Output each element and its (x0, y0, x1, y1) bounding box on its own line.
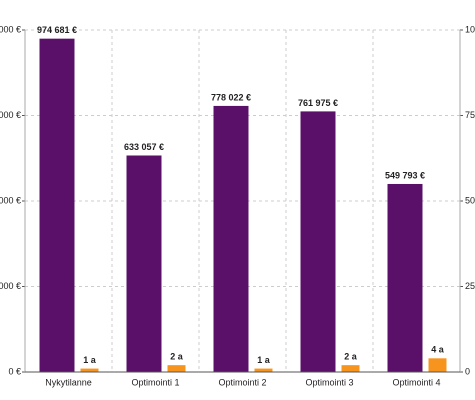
value-label: 761 975 € (298, 98, 338, 108)
y-tick-label: 250 000 € (0, 281, 21, 291)
bar (167, 365, 186, 372)
bar (254, 368, 273, 372)
y2-tick-label: 0 (465, 366, 470, 376)
y-tick-label: 750 000 € (0, 110, 21, 120)
value-label: 2 a (344, 352, 358, 362)
bar (341, 365, 360, 372)
bar (39, 38, 75, 373)
y2-tick-label: 100 (465, 24, 475, 34)
x-tick-label: Optimointi 4 (392, 377, 440, 387)
bar (80, 368, 99, 372)
y-tick-label: 0 € (8, 366, 21, 376)
value-label: 549 793 € (385, 170, 425, 180)
value-label: 1 a (257, 355, 271, 365)
bar (387, 183, 423, 372)
bar (428, 358, 447, 372)
x-tick-label: Optimointi 3 (305, 377, 353, 387)
value-label: 1 a (83, 355, 97, 365)
value-label: 778 022 € (211, 92, 251, 102)
bar (213, 105, 249, 372)
value-label: 633 057 € (124, 142, 164, 152)
y2-tick-label: 75 (465, 110, 475, 120)
bar (300, 111, 336, 373)
value-label: 4 a (431, 345, 445, 355)
x-tick-label: Optimointi 2 (218, 377, 266, 387)
value-label: 974 681 € (37, 25, 77, 35)
value-label: 2 a (170, 352, 184, 362)
x-tick-label: Optimointi 1 (131, 377, 179, 387)
bar (126, 155, 162, 372)
y2-tick-label: 50 (465, 195, 475, 205)
y2-tick-label: 25 (465, 281, 475, 291)
x-tick-label: Nykytilanne (45, 377, 92, 387)
y-tick-label: 1 000 000 € (0, 24, 21, 34)
y-tick-label: 500 000 € (0, 195, 21, 205)
